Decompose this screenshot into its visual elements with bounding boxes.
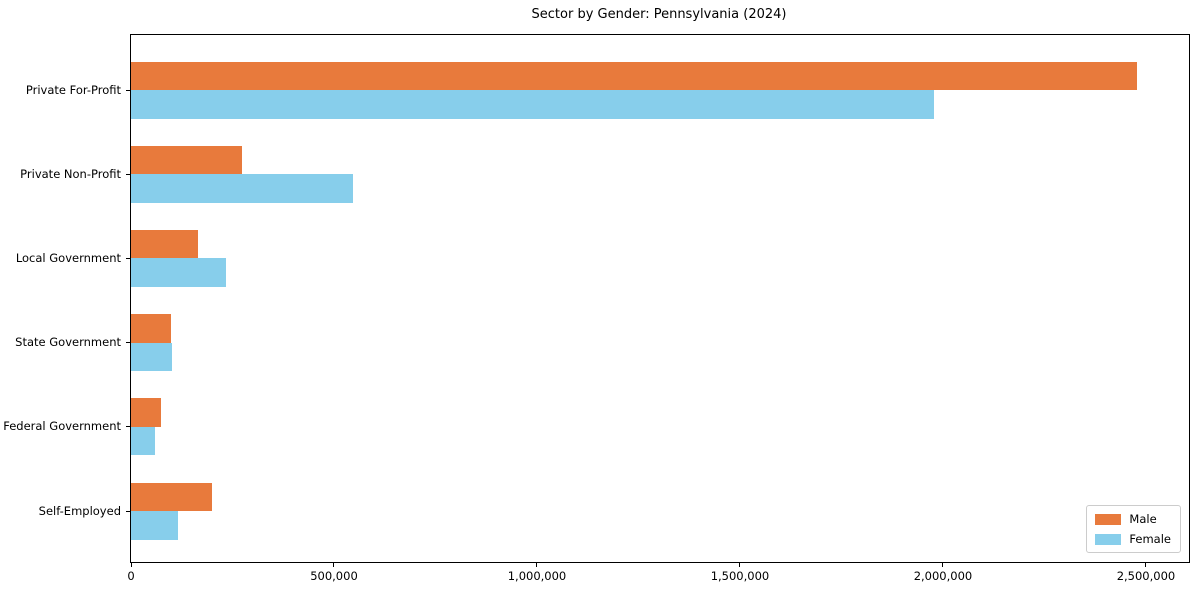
y-axis-label: Private Non-Profit xyxy=(20,166,121,181)
y-axis-label: Private For-Profit xyxy=(25,82,121,97)
legend: Male Female xyxy=(1086,505,1181,553)
bar-male-private-non-profit xyxy=(131,145,242,175)
legend-swatch-male xyxy=(1095,513,1122,525)
y-tick-mark xyxy=(126,257,131,259)
bar-male-local-government xyxy=(131,229,198,259)
y-tick-mark xyxy=(126,342,131,344)
x-tick-mark xyxy=(536,562,538,567)
x-axis-tick-label: 2,500,000 xyxy=(1116,569,1176,583)
x-tick-mark xyxy=(1145,562,1147,567)
legend-item-female: Female xyxy=(1095,532,1171,546)
x-axis-tick-label: 1,000,000 xyxy=(507,569,567,583)
y-axis-label: Local Government xyxy=(15,250,121,265)
y-tick-mark xyxy=(126,510,131,512)
bar-female-local-government xyxy=(131,258,226,287)
bar-female-state-government xyxy=(131,342,172,372)
chart-title: Sector by Gender: Pennsylvania (2024) xyxy=(531,7,787,22)
x-tick-mark xyxy=(942,562,944,567)
y-tick-mark xyxy=(126,173,131,175)
x-tick-mark xyxy=(333,562,335,567)
x-axis-tick-label: 1,500,000 xyxy=(710,569,770,583)
x-axis-tick-label: 500,000 xyxy=(310,569,358,583)
bar-male-self-employed xyxy=(131,482,213,511)
y-tick-mark xyxy=(126,89,131,91)
bar-male-federal-government xyxy=(131,398,161,427)
bar-male-state-government xyxy=(131,314,171,343)
y-axis-label: Federal Government xyxy=(3,419,121,434)
x-axis-tick-label: 2,000,000 xyxy=(913,569,973,583)
legend-swatch-female xyxy=(1095,533,1122,545)
bar-female-federal-government xyxy=(131,426,155,456)
bar-female-private-for-profit xyxy=(131,90,934,119)
bar-female-self-employed xyxy=(131,511,179,540)
plot-area: Male Female Private For-Profit Private Non… xyxy=(3,34,1190,583)
y-axis-label: State Government xyxy=(15,335,121,350)
x-axis-tick-label: 0 xyxy=(127,569,135,583)
y-tick-mark xyxy=(126,426,131,428)
bar-male-private-for-profit xyxy=(131,61,1137,90)
y-axis-label: Self-Employed xyxy=(38,503,121,518)
x-tick-mark xyxy=(130,562,132,567)
legend-label: Female xyxy=(1129,532,1171,546)
x-tick-mark xyxy=(739,562,741,567)
legend-item-male: Male xyxy=(1095,512,1171,526)
bar-female-private-non-profit xyxy=(131,174,354,203)
legend-label: Male xyxy=(1129,512,1157,526)
